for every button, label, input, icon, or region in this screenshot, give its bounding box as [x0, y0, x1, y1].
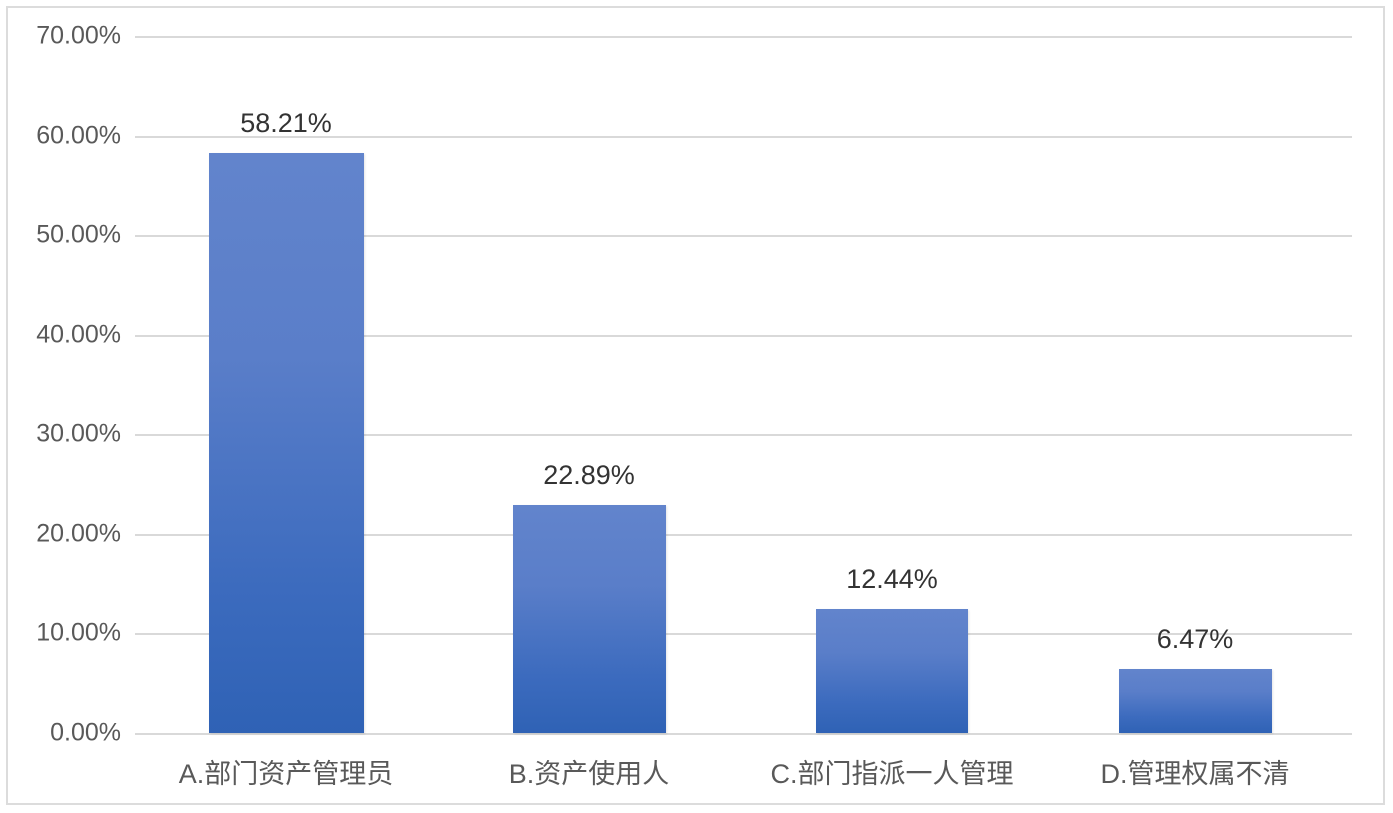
y-axis-tick-label: 70.00% — [36, 21, 121, 50]
gridline — [135, 334, 1352, 337]
y-axis-tick-label: 50.00% — [36, 220, 121, 249]
bar-category-b[interactable] — [513, 505, 666, 733]
gridline — [135, 235, 1352, 238]
gridline — [135, 36, 1352, 38]
plot-area — [135, 36, 1352, 735]
bar-value-label-b: 22.89% — [543, 460, 635, 491]
x-axis-category-label-d: D.管理权属不清 — [1100, 759, 1290, 789]
y-axis-tick-label: 10.00% — [36, 618, 121, 647]
gridline — [135, 633, 1352, 636]
bar-value-label-a: 58.21% — [240, 108, 332, 139]
x-axis-category-label-c: C.部门指派一人管理 — [770, 759, 1014, 789]
y-axis-tick-label: 20.00% — [36, 519, 121, 548]
bar-value-label-d: 6.47% — [1156, 623, 1234, 654]
gridline — [135, 533, 1352, 536]
bar-category-a[interactable] — [209, 153, 364, 733]
x-axis-category-label-a: A.部门资产管理员 — [178, 759, 394, 789]
y-axis-tick-label: 30.00% — [36, 419, 121, 448]
bar-value-label-c: 12.44% — [846, 564, 938, 595]
gridline — [135, 733, 1352, 735]
x-axis-category-label-b: B.资产使用人 — [508, 759, 670, 789]
bar-category-c[interactable] — [816, 609, 968, 733]
gridline — [135, 135, 1352, 138]
y-axis-tick-label: 0.00% — [50, 718, 121, 747]
bar-category-d[interactable] — [1119, 668, 1272, 733]
gridline — [135, 434, 1352, 437]
y-axis-tick-label: 40.00% — [36, 320, 121, 349]
y-axis-tick-label: 60.00% — [36, 121, 121, 150]
